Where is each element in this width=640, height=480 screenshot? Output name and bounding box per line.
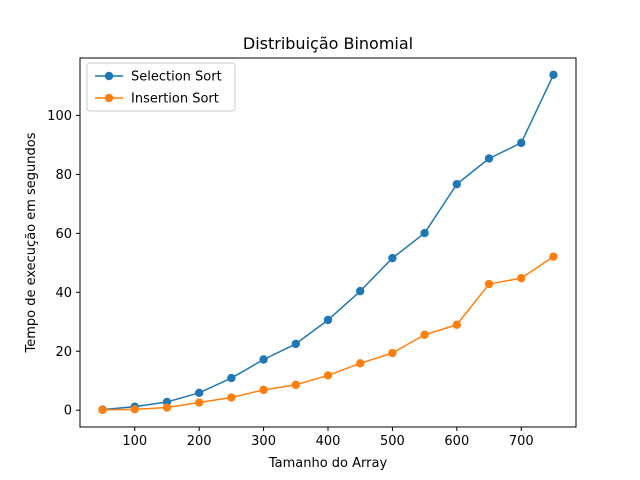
x-tick-label: 700 [509, 434, 534, 449]
y-axis-label: Tempo de execução em segundos [24, 132, 39, 353]
data-point [484, 154, 494, 163]
x-tick-label: 400 [316, 434, 341, 449]
data-point [98, 405, 107, 415]
data-point [227, 393, 236, 402]
data-point [162, 403, 172, 412]
series-layer [98, 70, 558, 415]
x-axis: 100 200 300 400 500 600 700 [122, 427, 534, 449]
data-point [517, 273, 526, 283]
y-tick-label: 0 [64, 404, 72, 419]
x-tick-label: 500 [380, 434, 405, 449]
y-tick-label: 80 [55, 168, 72, 183]
data-point [356, 286, 365, 296]
y-axis: 0 20 40 60 80 100 [47, 109, 80, 419]
y-tick-label: 20 [55, 345, 72, 360]
legend-box [86, 62, 236, 112]
legend-item: Selection Sort [95, 70, 222, 85]
data-point [452, 320, 462, 329]
y-tick-label: 100 [47, 109, 72, 124]
plot-area [79, 57, 577, 428]
data-point [194, 398, 204, 407]
legend-marker [104, 93, 114, 103]
series-1 [98, 252, 558, 415]
data-point [130, 405, 139, 414]
x-axis-label: Tamanho do Array [268, 456, 388, 471]
series-0 [98, 70, 558, 414]
data-point [323, 371, 333, 380]
data-point [194, 388, 204, 398]
legend-label: Selection Sort [131, 70, 222, 85]
data-point [452, 179, 462, 189]
chart-title: Distribuição Binomial [243, 34, 413, 53]
data-point [356, 359, 365, 368]
data-point [388, 253, 397, 263]
data-point [549, 70, 558, 80]
legend-label: Insertion Sort [131, 92, 219, 107]
x-tick-label: 600 [444, 434, 469, 449]
data-point [388, 348, 397, 358]
data-point [291, 339, 300, 349]
plot-frame [79, 57, 577, 428]
legend-marker [104, 71, 114, 81]
data-point [259, 385, 268, 395]
y-tick-label: 40 [55, 286, 72, 301]
data-point [549, 252, 558, 261]
x-tick-label: 100 [122, 434, 147, 449]
data-point [420, 228, 429, 238]
data-point [259, 355, 268, 364]
data-point [420, 330, 429, 339]
data-point [323, 315, 333, 325]
x-tick-label: 200 [187, 434, 212, 449]
x-tick-label: 300 [251, 434, 276, 449]
legend-item: Insertion Sort [95, 92, 219, 107]
data-point [227, 373, 236, 383]
data-point [517, 138, 526, 148]
legend: Selection Sort Insertion Sort [86, 62, 236, 112]
data-point [484, 279, 494, 289]
y-tick-label: 60 [55, 227, 72, 242]
data-point [291, 380, 300, 390]
